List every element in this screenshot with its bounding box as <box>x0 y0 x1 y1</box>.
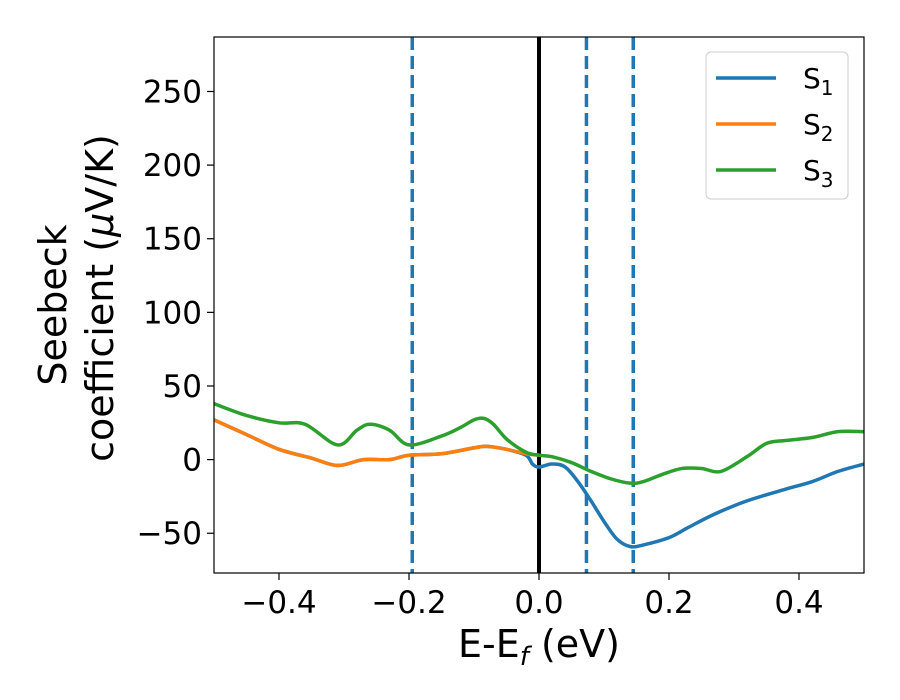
legend-label-s1: S1 <box>803 62 834 100</box>
x-tick-label: −0.2 <box>371 585 446 621</box>
y-tick-label: 100 <box>143 295 202 331</box>
legend-label-s3: S3 <box>803 154 834 192</box>
legend-box <box>705 51 849 200</box>
y-tick-label: 150 <box>143 222 202 258</box>
y-tick-label: −50 <box>137 516 202 552</box>
plot-frame <box>213 36 865 574</box>
legend: S1 S2 S3 <box>705 51 849 200</box>
x-axis-label: E-Ef (eV) <box>458 622 620 672</box>
y-axis-label-line2: coefficient (μV/K) <box>78 134 122 462</box>
y-tick-label: 250 <box>143 74 202 110</box>
x-tick-label: −0.4 <box>241 585 316 621</box>
legend-label-s2: S2 <box>803 108 834 146</box>
y-tick-label: 50 <box>163 369 202 405</box>
x-tick-label: 0.4 <box>774 585 823 621</box>
y-axis-label-line1: Seebeck <box>31 224 75 385</box>
series-line-s2 <box>214 418 541 468</box>
series-line-s3 <box>214 401 864 486</box>
x-tick-label: 0.0 <box>514 585 563 621</box>
y-tick-label: 200 <box>143 148 202 184</box>
x-tick-label: 0.2 <box>644 585 693 621</box>
y-tick-label: 0 <box>182 443 202 479</box>
